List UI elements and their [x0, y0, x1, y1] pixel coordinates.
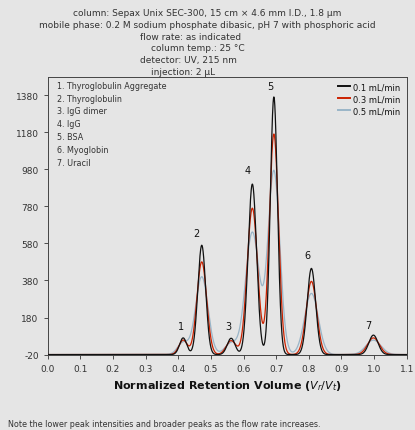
Text: 1: 1: [178, 321, 184, 331]
Text: detector: UV, 215 nm: detector: UV, 215 nm: [140, 56, 237, 65]
Text: column: Sepax Unix SEC-300, 15 cm × 4.6 mm I.D., 1.8 μm: column: Sepax Unix SEC-300, 15 cm × 4.6 …: [73, 9, 342, 18]
Text: column temp.: 25 °C: column temp.: 25 °C: [151, 44, 245, 53]
Text: Note the lower peak intensities and broader peaks as the flow rate increases.: Note the lower peak intensities and broa…: [8, 419, 321, 428]
Text: 7: 7: [365, 320, 371, 330]
Text: flow rate: as indicated: flow rate: as indicated: [140, 33, 242, 42]
Text: 6: 6: [305, 250, 311, 261]
Text: 2: 2: [194, 228, 200, 238]
Text: 4: 4: [245, 166, 251, 175]
Text: injection: 2 μL: injection: 2 μL: [151, 68, 215, 77]
Text: 3: 3: [225, 321, 232, 331]
Text: 5: 5: [267, 82, 273, 92]
X-axis label: Normalized Retention Volume ($\mathit{V_r/V_t}$): Normalized Retention Volume ($\mathit{V_…: [113, 378, 342, 392]
Legend: 0.1 mL/min, 0.3 mL/min, 0.5 mL/min: 0.1 mL/min, 0.3 mL/min, 0.5 mL/min: [337, 82, 403, 118]
Text: mobile phase: 0.2 M sodium phosphate dibasic, pH 7 with phosphoric acid: mobile phase: 0.2 M sodium phosphate dib…: [39, 21, 376, 30]
Text: 1. Thyroglobulin Aggregate
2. Thyroglobulin
3. IgG dimer
4. IgG
5. BSA
6. Myoglo: 1. Thyroglobulin Aggregate 2. Thyroglobu…: [57, 82, 166, 167]
